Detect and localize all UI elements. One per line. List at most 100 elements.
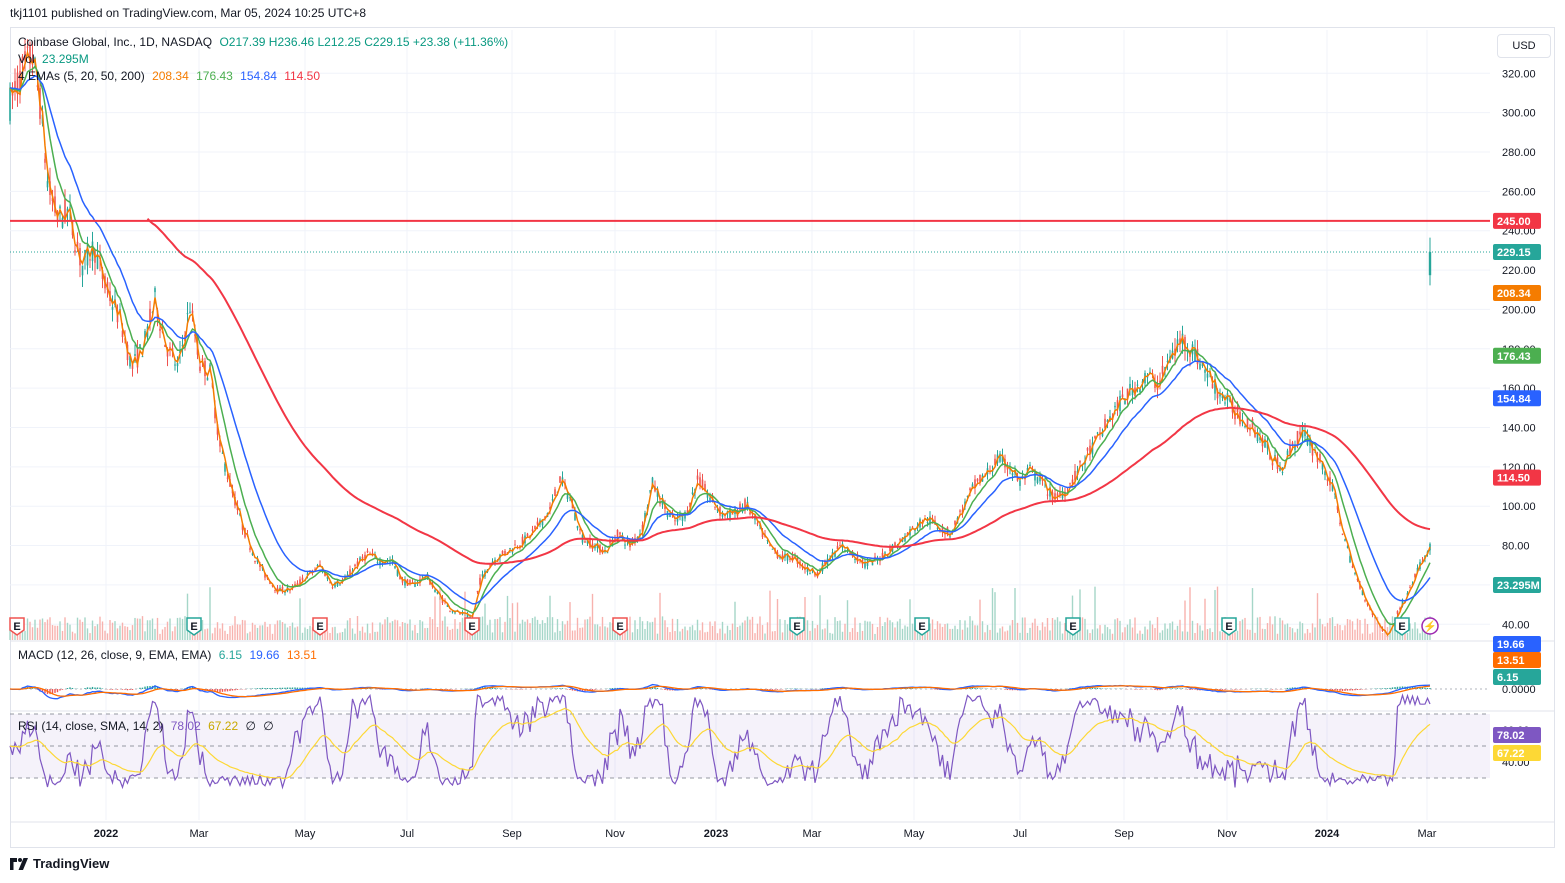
macd-bar	[771, 689, 774, 690]
volume-bar	[284, 623, 286, 640]
rsi-label: RSI (14, close, SMA, 14, 2)	[18, 719, 164, 733]
volume-bar	[334, 626, 336, 640]
candle-body	[651, 477, 654, 488]
earnings-label: E	[616, 621, 623, 633]
volume-bar	[399, 626, 401, 640]
volume-bar	[421, 621, 424, 640]
currency-button[interactable]: USD	[1497, 34, 1551, 58]
volume-bar	[61, 630, 64, 640]
candle-body	[1011, 473, 1014, 476]
candle-body	[194, 334, 196, 337]
volume-bar	[531, 617, 534, 640]
publisher-text: tkj1101 published on TradingView.com, Ma…	[10, 6, 367, 20]
volume-bar	[1036, 625, 1039, 640]
volume-bar	[1064, 622, 1066, 640]
candle-body	[331, 587, 334, 589]
volume-bar	[1034, 618, 1036, 640]
candle-body	[704, 484, 706, 492]
earnings-label: E	[1398, 621, 1405, 633]
candle-body	[139, 344, 141, 349]
candle-body	[771, 548, 774, 550]
candle-body	[339, 584, 341, 586]
candle-body	[1249, 429, 1251, 431]
volume-bar	[719, 628, 721, 640]
candle-body	[1069, 483, 1071, 485]
volume-bar	[1309, 632, 1311, 640]
volume-bar	[301, 632, 304, 640]
candle-body	[579, 529, 581, 531]
volume-bar	[1054, 619, 1056, 640]
candle-body	[466, 614, 469, 618]
candle-body	[1101, 431, 1104, 437]
macd-bar	[1426, 687, 1429, 689]
volume-bar	[229, 626, 231, 640]
volume-bar	[1161, 630, 1164, 640]
macd-bar	[1301, 687, 1304, 689]
time-tick-label: May	[904, 828, 925, 840]
volume-bar	[874, 633, 876, 640]
candle-body	[91, 241, 94, 262]
volume-bar	[219, 628, 221, 640]
macd-bar	[591, 689, 594, 691]
macd-bar	[116, 689, 119, 690]
volume-bar	[1261, 628, 1264, 640]
candle-body	[911, 526, 914, 528]
candle-body	[1046, 494, 1049, 496]
macd-bar	[936, 689, 939, 690]
volume-bar	[151, 618, 154, 640]
candle-body	[106, 281, 109, 290]
volume-bar	[631, 632, 634, 640]
volume-bar	[199, 626, 201, 640]
volume-bar	[794, 629, 796, 640]
candle-body	[149, 308, 151, 322]
candle-body	[1194, 348, 1196, 361]
volume-bar	[939, 623, 941, 640]
volume-bar	[614, 628, 616, 640]
candle-body	[786, 553, 789, 561]
volume-bar	[1211, 632, 1214, 640]
candle-body	[1239, 411, 1241, 425]
candle-body	[1154, 383, 1156, 388]
volume-bar	[846, 600, 849, 640]
candle-body	[789, 558, 791, 560]
volume-bar	[599, 626, 601, 640]
volume-bar	[1181, 631, 1184, 640]
macd-bar	[86, 687, 89, 689]
macd-bar	[1096, 687, 1099, 689]
candle-body	[74, 250, 76, 253]
volume-bar	[884, 622, 886, 640]
macd-bar	[226, 689, 229, 692]
candle-body	[334, 582, 336, 587]
candle-body	[616, 529, 619, 540]
candle-body	[366, 550, 369, 553]
volume-bar	[414, 625, 416, 640]
macd-tag: 19.66	[1497, 639, 1525, 651]
volume-bar	[201, 620, 204, 640]
candle-body	[1366, 603, 1369, 605]
volume-bar	[316, 631, 319, 640]
volume-bar	[124, 626, 126, 640]
candle-body	[259, 564, 261, 568]
volume-bar	[441, 620, 444, 640]
volume-bar	[664, 620, 666, 640]
volume-bar	[624, 628, 626, 640]
tradingview-footer[interactable]: TradingView	[10, 856, 109, 871]
volume-bar	[834, 617, 836, 640]
candle-body	[906, 532, 909, 535]
volume-bar	[1329, 618, 1331, 640]
candle-body	[551, 499, 554, 501]
volume-bar	[484, 603, 486, 640]
macd-bar	[934, 689, 936, 690]
tradingview-logo-icon	[10, 857, 28, 870]
candle-body	[284, 592, 286, 594]
volume-bar	[716, 633, 719, 640]
volume-bar	[1316, 593, 1319, 640]
macd-line-value: 19.66	[249, 648, 280, 662]
volume-bar	[314, 626, 316, 640]
volume-bar	[169, 618, 171, 640]
volume-bar	[1289, 626, 1291, 640]
macd-bar	[1134, 689, 1136, 690]
volume-bar	[54, 625, 56, 640]
candle-body	[954, 520, 956, 525]
